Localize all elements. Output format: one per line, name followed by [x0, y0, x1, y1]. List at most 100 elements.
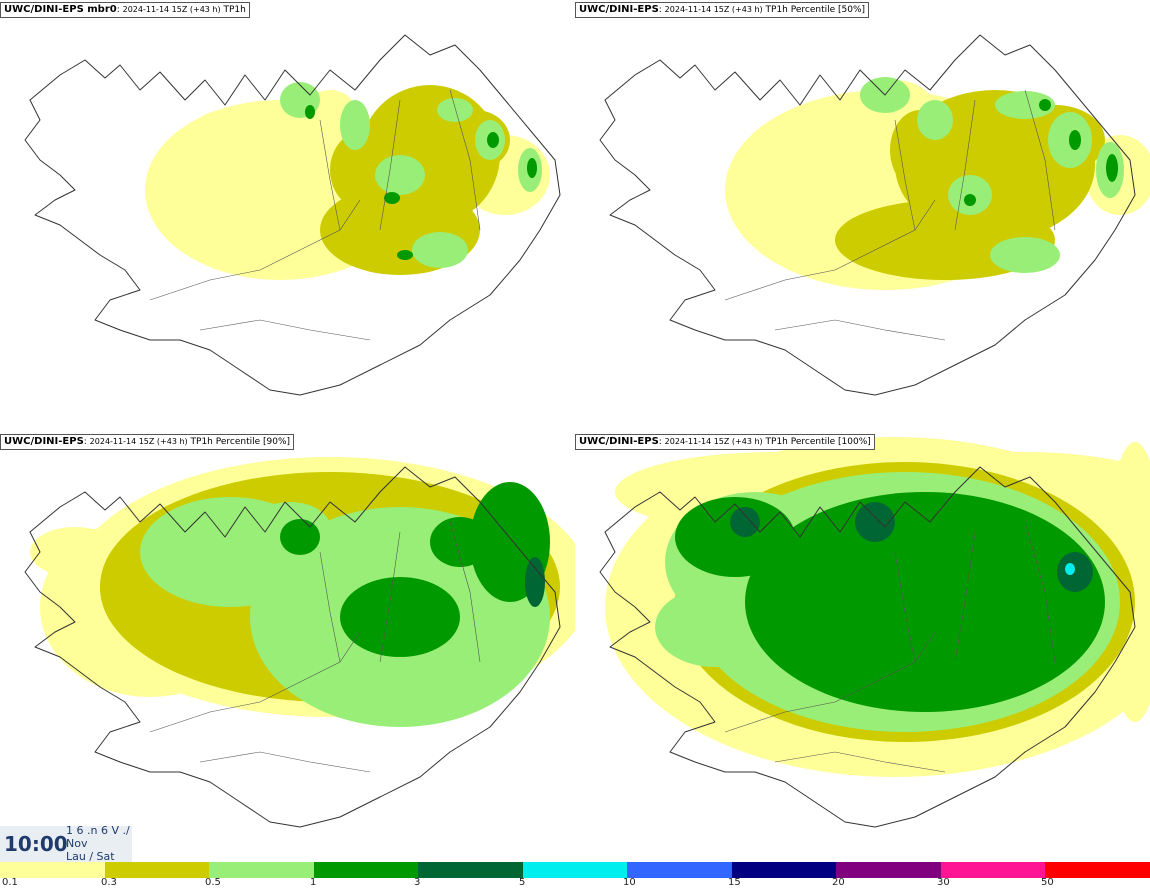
valid-date: 1 6 .n 6 V ./ Nov Lau / Sat — [66, 826, 130, 862]
map-panel-p100: UWC/DINI-EPS: 2024-11-14 15Z (+43 h) TP1… — [575, 432, 1150, 864]
coastline — [599, 466, 1136, 828]
colorbar-segment — [627, 862, 732, 878]
precip-map — [599, 437, 1150, 828]
precip-area — [412, 232, 468, 268]
panel-source: UWC/DINI-EPS — [579, 436, 659, 447]
precip-area — [964, 194, 976, 206]
precip-area — [1065, 563, 1075, 575]
panel-title: UWC/DINI-EPS: 2024-11-14 15Z (+43 h) TP1… — [575, 2, 870, 18]
precip-colorbar — [0, 862, 1150, 878]
colorbar-segment — [731, 862, 837, 878]
panel-title: UWC/DINI-EPS mbr0: 2024-11-14 15Z (+43 h… — [0, 2, 250, 18]
valid-time: 10:00 — [4, 832, 68, 856]
roads — [724, 521, 1056, 773]
panel-field: TP1h Percentile [100%] — [765, 437, 871, 447]
panel-title: UWC/DINI-EPS: 2024-11-14 15Z (+43 h) TP1… — [575, 434, 875, 450]
colorbar-tick-label: 20 — [832, 877, 845, 888]
panel-run: 2024-11-14 15Z (+43 h) — [89, 437, 188, 446]
panel-source: UWC/DINI-EPS — [579, 4, 659, 15]
roads — [149, 521, 481, 773]
precip-area — [917, 100, 953, 140]
map-panel-p50: UWC/DINI-EPS: 2024-11-14 15Z (+43 h) TP1… — [575, 0, 1150, 432]
colorbar-tick-label: 0.3 — [101, 877, 117, 888]
colorbar-tick-label: 15 — [728, 877, 741, 888]
colorbar-segment — [1045, 862, 1150, 878]
panel-field: TP1h Percentile [50%] — [765, 5, 866, 15]
colorbar-segment — [0, 862, 105, 878]
colorbar-segment — [104, 862, 210, 878]
precip-area — [655, 587, 775, 667]
colorbar-tick-label: 30 — [937, 877, 950, 888]
precip-map — [24, 457, 575, 828]
precip-fields — [605, 437, 1150, 777]
precip-area — [375, 155, 425, 195]
precip-area — [1057, 552, 1093, 592]
precip-area — [30, 527, 120, 577]
colorbar-tick-label: 5 — [519, 877, 526, 888]
iceland-outline — [24, 34, 561, 396]
colorbar-segment — [209, 862, 314, 878]
panel-source: UWC/DINI-EPS mbr0 — [4, 4, 117, 15]
colorbar-segment — [836, 862, 941, 878]
colorbar-segment — [313, 862, 419, 878]
precip-area — [1106, 154, 1118, 182]
precip-area — [340, 577, 460, 657]
colorbar-tick-label: 10 — [623, 877, 636, 888]
valid-date-line: Nov — [66, 837, 88, 850]
iceland-outline — [599, 466, 1136, 828]
valid-date-line: 1 6 .n 6 V ./ — [66, 826, 130, 837]
colorbar-segment — [522, 862, 628, 878]
precip-area — [1069, 130, 1081, 150]
precip-area — [437, 98, 473, 122]
precip-area — [340, 100, 370, 150]
precip-fields — [725, 77, 1150, 290]
precip-area — [180, 110, 270, 200]
colorbar-segment — [418, 862, 523, 878]
panel-title: UWC/DINI-EPS: 2024-11-14 15Z (+43 h) TP1… — [0, 434, 295, 450]
colorbar-tick-labels: 0.1 0.3 0.5 1 3 5 10 15 20 30 50 — [0, 877, 1150, 891]
colorbar-tick-label: 50 — [1041, 877, 1054, 888]
precip-area — [487, 132, 499, 148]
iceland-outline — [24, 466, 561, 828]
precip-area — [730, 507, 760, 537]
precip-area — [525, 557, 545, 607]
precip-area — [330, 130, 400, 210]
panel-run: 2024-11-14 15Z (+43 h) — [122, 5, 221, 14]
panel-run: 2024-11-14 15Z (+43 h) — [664, 437, 763, 446]
roads — [724, 89, 1056, 341]
precip-area — [1039, 99, 1051, 111]
panel-field: TP1h — [223, 5, 246, 15]
colorbar-segment — [940, 862, 1046, 878]
precip-area — [675, 497, 795, 577]
precip-area — [995, 91, 1055, 119]
coastline — [24, 466, 561, 828]
map-panel-p90: UWC/DINI-EPS: 2024-11-14 15Z (+43 h) TP1… — [0, 432, 575, 864]
iceland-outline — [599, 34, 1136, 396]
precip-map — [24, 34, 561, 396]
precip-area — [430, 517, 490, 567]
precip-map — [599, 34, 1150, 396]
precip-area — [855, 502, 895, 542]
precip-area — [305, 105, 315, 119]
coastline — [24, 34, 561, 396]
colorbar-tick-label: 3 — [414, 877, 421, 888]
precip-area — [990, 237, 1060, 273]
colorbar-tick-label: 0.1 — [2, 877, 18, 888]
panel-source: UWC/DINI-EPS — [4, 436, 84, 447]
precip-area — [384, 192, 400, 204]
precip-area — [280, 519, 320, 555]
precip-area — [745, 492, 1105, 712]
map-panel-mbr0: UWC/DINI-EPS mbr0: 2024-11-14 15Z (+43 h… — [0, 0, 575, 432]
precip-fields — [30, 457, 575, 727]
precip-area — [397, 250, 413, 260]
panel-field: TP1h Percentile [90%] — [190, 437, 291, 447]
panel-run: 2024-11-14 15Z (+43 h) — [664, 5, 763, 14]
coastline — [599, 34, 1136, 396]
precip-fields — [145, 82, 550, 280]
colorbar-tick-label: 0.5 — [205, 877, 221, 888]
valid-time-box: 10:00 1 6 .n 6 V ./ Nov Lau / Sat — [0, 826, 132, 862]
valid-date-line: Lau / Sat — [66, 850, 115, 862]
precip-area — [765, 115, 845, 205]
roads — [149, 89, 481, 341]
